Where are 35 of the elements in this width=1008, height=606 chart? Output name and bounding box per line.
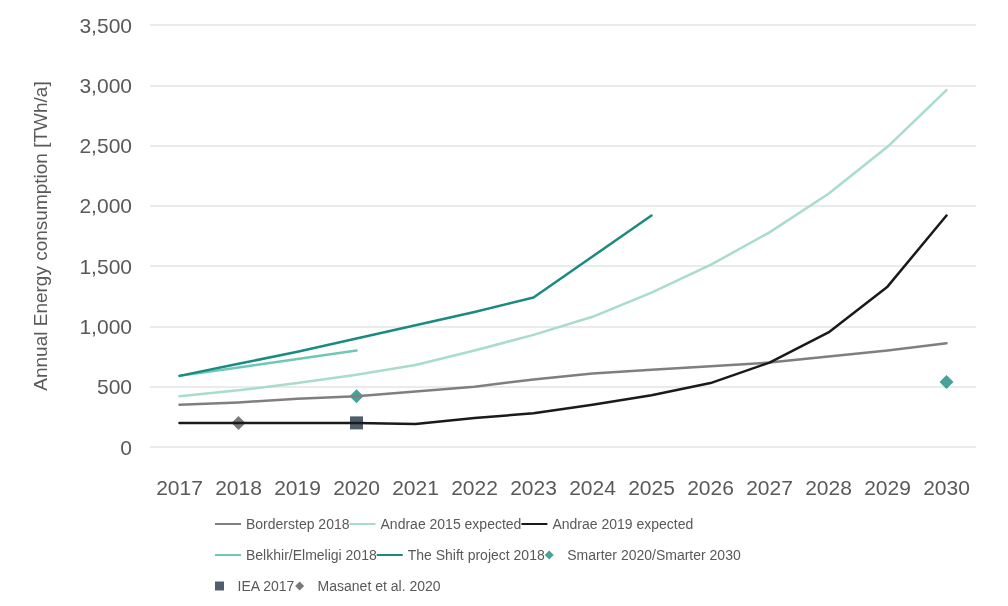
legend-label: Masanet et al. 2020 [317, 578, 441, 594]
x-tick-label: 2023 [510, 476, 557, 499]
x-tick-label: 2018 [215, 476, 262, 499]
y-tick-label: 1,000 [79, 314, 132, 338]
legend-label: The Shift project 2018 [407, 547, 545, 563]
x-tick-label: 2028 [805, 476, 852, 499]
x-tick-label: 2019 [274, 476, 321, 499]
x-tick-label: 2024 [569, 476, 617, 499]
y-tick-label: 3,000 [79, 73, 132, 97]
x-tick-label: 2017 [156, 476, 203, 499]
x-tick-label: 2029 [864, 476, 911, 499]
line-series [178, 214, 653, 378]
x-tick-label: 2025 [628, 476, 675, 499]
legend-label: IEA 2017 [237, 578, 295, 594]
y-tick-label: 1,500 [79, 254, 132, 278]
legend-label: Borderstep 2018 [246, 516, 350, 532]
x-tick-label: 2027 [746, 476, 793, 499]
point [939, 374, 954, 389]
y-tick-label: 0 [120, 435, 132, 459]
x-tick-label: 2020 [333, 476, 380, 499]
y-axis-title: Annual Energy consumption [TWh/a] [30, 81, 51, 391]
legend-label: Andrae 2019 expected [552, 516, 694, 532]
x-tick-label: 2021 [392, 476, 439, 499]
y-tick-label: 2,500 [79, 134, 132, 158]
x-tick-label: 2022 [451, 476, 498, 499]
legend-label: Andrae 2015 expected [380, 516, 522, 532]
line-series [178, 88, 948, 398]
y-tick-label: 3,500 [79, 13, 132, 37]
legend-label: Belkhir/Elmeligi 2018 [246, 547, 377, 563]
x-tick-label: 2030 [923, 476, 970, 499]
legend-label: Smarter 2020/Smarter 2030 [567, 547, 741, 563]
y-tick-label: 2,000 [79, 194, 132, 218]
line-series [178, 342, 948, 407]
y-tick-label: 500 [96, 375, 132, 399]
x-tick-label: 2026 [687, 476, 734, 499]
